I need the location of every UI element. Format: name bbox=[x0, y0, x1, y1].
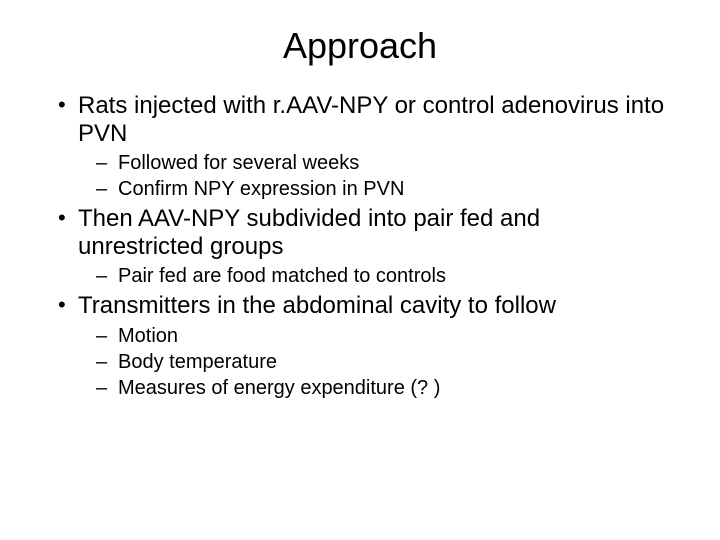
bullet-text: Followed for several weeks bbox=[118, 152, 359, 174]
bullet-text: Confirm NPY expression in PVN bbox=[118, 178, 404, 200]
list-item: Transmitters in the abdominal cavity to … bbox=[50, 292, 670, 400]
bullet-text: Rats injected with r.AAV-NPY or control … bbox=[78, 92, 664, 147]
bullet-list-level2: Motion Body temperature Measures of ener… bbox=[78, 324, 670, 400]
list-item: Followed for several weeks bbox=[78, 151, 670, 175]
bullet-text: Motion bbox=[118, 325, 178, 347]
list-item: Confirm NPY expression in PVN bbox=[78, 177, 670, 201]
bullet-list-level2: Followed for several weeks Confirm NPY e… bbox=[78, 151, 670, 201]
bullet-text: Transmitters in the abdominal cavity to … bbox=[78, 292, 556, 319]
list-item: Pair fed are food matched to controls bbox=[78, 264, 670, 288]
slide-title: Approach bbox=[50, 25, 670, 67]
bullet-text: Body temperature bbox=[118, 351, 277, 373]
bullet-list-level2: Pair fed are food matched to controls bbox=[78, 264, 670, 288]
bullet-text: Pair fed are food matched to controls bbox=[118, 265, 446, 287]
bullet-text: Measures of energy expenditure (? ) bbox=[118, 377, 440, 399]
list-item: Motion bbox=[78, 324, 670, 348]
bullet-list-level1: Rats injected with r.AAV-NPY or control … bbox=[50, 92, 670, 400]
list-item: Rats injected with r.AAV-NPY or control … bbox=[50, 92, 670, 201]
list-item: Then AAV-NPY subdivided into pair fed an… bbox=[50, 205, 670, 288]
bullet-text: Then AAV-NPY subdivided into pair fed an… bbox=[78, 205, 540, 260]
list-item: Body temperature bbox=[78, 350, 670, 374]
list-item: Measures of energy expenditure (? ) bbox=[78, 376, 670, 400]
